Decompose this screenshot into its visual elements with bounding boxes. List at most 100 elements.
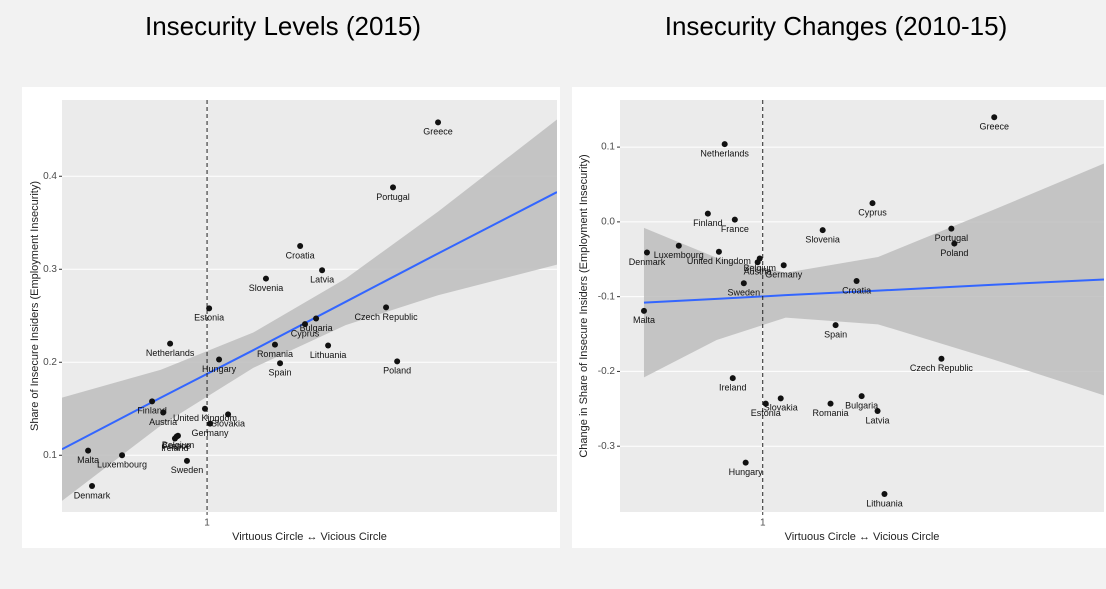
point-label: Latvia <box>310 275 334 285</box>
point <box>262 275 269 282</box>
point-label: Spain <box>269 368 292 378</box>
point <box>277 360 284 367</box>
point-label: Austria <box>744 267 772 277</box>
y-tick-label: -0.1 <box>598 291 616 302</box>
fit-line <box>643 278 1104 304</box>
y-tick-label: 0.1 <box>601 142 615 153</box>
y-tick-label: 0.3 <box>43 264 57 275</box>
y-tick-label: 0.2 <box>43 357 57 368</box>
point-label: Greece <box>423 127 453 137</box>
point <box>991 114 998 121</box>
point <box>675 242 682 249</box>
y-axis-label: Share of Insecure Insiders (Employment I… <box>29 181 41 431</box>
point <box>89 482 96 489</box>
point-label: Estonia <box>194 313 224 323</box>
point <box>780 262 787 269</box>
point-label: Slovenia <box>249 283 284 293</box>
point <box>948 225 955 232</box>
point-label: Belgium <box>743 263 776 273</box>
point <box>313 315 320 322</box>
point <box>777 395 784 402</box>
point-label: Germany <box>765 270 803 280</box>
point-label: Slovenia <box>805 234 840 244</box>
point <box>874 408 881 415</box>
point <box>721 141 728 148</box>
point-label: Sweden <box>171 465 204 475</box>
point <box>390 184 397 191</box>
y-tick-label: 0.0 <box>601 217 615 228</box>
point <box>85 447 92 454</box>
confidence-band <box>62 119 557 501</box>
point <box>938 355 945 362</box>
point <box>149 398 156 405</box>
point-label: Spain <box>824 329 847 339</box>
point-label: Cyprus <box>291 329 320 339</box>
y-axis-label: Change in Share of Insecure Insiders (Em… <box>578 154 590 457</box>
point-label: Ireland <box>161 443 189 453</box>
point-label: Slovakia <box>211 419 245 429</box>
point <box>173 433 180 440</box>
point <box>819 227 826 234</box>
point <box>435 119 442 126</box>
x-axis-label: Virtuous Circle ↔ Vicious Circle <box>785 531 940 543</box>
point <box>325 342 332 349</box>
x-tick-label: 1 <box>760 518 766 529</box>
point-label: Denmark <box>74 490 111 500</box>
point-label: Estonia <box>751 408 781 418</box>
point-label: Hungary <box>202 364 237 374</box>
point <box>271 341 278 348</box>
point-label: United Kingdom <box>173 413 237 423</box>
point <box>858 393 865 400</box>
point <box>869 200 876 207</box>
point <box>853 277 860 284</box>
point-label: Czech Republic <box>355 312 419 322</box>
point-label: Bulgaria <box>300 323 333 333</box>
point <box>216 356 223 363</box>
chart-title: Insecurity Levels (2015) <box>145 11 421 41</box>
point-label: Lithuania <box>866 498 903 508</box>
point <box>762 400 769 407</box>
point-label: Denmark <box>629 257 666 267</box>
point-label: Germany <box>192 428 230 438</box>
point <box>704 210 711 217</box>
point-label: Croatia <box>842 285 871 295</box>
point <box>731 216 738 223</box>
point-label: Finland <box>693 218 723 228</box>
point-label: Romania <box>257 349 293 359</box>
point <box>183 457 190 464</box>
point <box>383 304 390 311</box>
point <box>301 321 308 328</box>
point <box>832 322 839 329</box>
x-axis-label: Virtuous Circle ↔ Vicious Circle <box>232 531 387 543</box>
point-label: Poland <box>940 248 968 258</box>
y-tick-label: -0.2 <box>598 366 616 377</box>
point <box>729 375 736 382</box>
y-tick-label: 0.4 <box>43 171 57 182</box>
point <box>201 405 208 412</box>
point <box>119 452 126 459</box>
point <box>827 400 834 407</box>
point-label: Austria <box>149 417 177 427</box>
point-label: Malta <box>633 315 655 325</box>
point-label: Poland <box>383 366 411 376</box>
point <box>225 411 232 418</box>
point-label: Belgium <box>162 440 195 450</box>
point <box>715 248 722 255</box>
point-label: Portugal <box>376 192 410 202</box>
point <box>319 267 326 274</box>
point <box>160 409 167 416</box>
plot-area: Greece Portugal Croatia Latvia Slovenia Eston… <box>62 100 557 512</box>
point <box>740 280 747 287</box>
point-label: Bulgaria <box>845 400 878 410</box>
point-label: Ireland <box>719 383 747 393</box>
point-label: United Kingdom <box>687 256 751 266</box>
point <box>207 420 214 427</box>
point-label: Slovakia <box>764 403 798 413</box>
point-label: Portugal <box>935 233 969 243</box>
point <box>206 305 213 312</box>
point-label: France <box>163 441 191 451</box>
y-tick-label: -0.3 <box>598 441 616 452</box>
